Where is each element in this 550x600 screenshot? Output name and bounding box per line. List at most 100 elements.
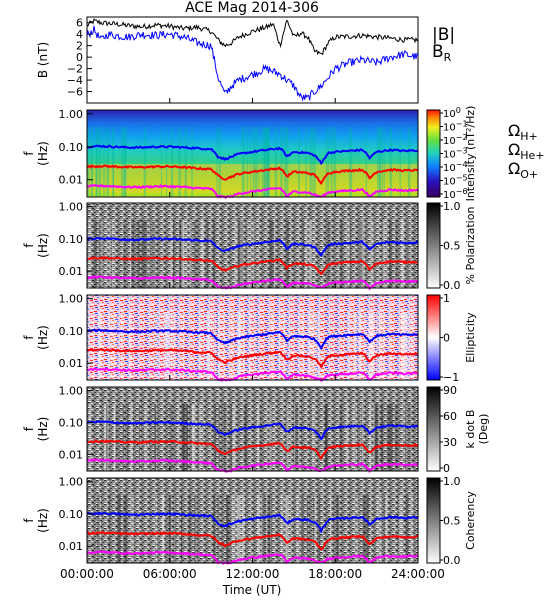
field-ytick-label: −4 xyxy=(67,74,83,87)
kdotb-streak xyxy=(104,403,107,471)
coherency-streak xyxy=(119,495,121,563)
ellipticity-streak xyxy=(92,312,95,380)
intensity-streak xyxy=(267,127,270,197)
polarization-streak xyxy=(406,220,410,288)
intensity-cbtick-exp: −1 xyxy=(456,120,468,129)
ellipticity-streak xyxy=(403,312,407,380)
kdotb-streak xyxy=(386,403,389,471)
polarization-ylabel-unit: (Hz) xyxy=(36,233,50,258)
kdotb-ylabel-unit: (Hz) xyxy=(36,417,50,442)
intensity-cbtick-label: 100 xyxy=(443,106,461,120)
polarization-streak xyxy=(305,220,307,288)
ellipticity-streak xyxy=(382,312,386,380)
coherency-ylabel-f: f xyxy=(22,518,36,523)
coherency-line-h xyxy=(86,511,419,534)
ellipticity-streak xyxy=(298,312,300,380)
polarization-streak xyxy=(347,220,351,288)
polarization-streak xyxy=(180,220,183,288)
kdotb-streak xyxy=(192,403,195,471)
coherency-colorbar-label: Coherency xyxy=(464,491,477,550)
kdotb-colorbar-label: (Deg) xyxy=(477,414,490,445)
ellipticity-cbtick-label: −1 xyxy=(443,371,459,384)
ellipticity-streak xyxy=(214,312,217,380)
intensity-streak xyxy=(243,127,245,197)
coherency-streak xyxy=(237,495,240,563)
chart-title: ACE Mag 2014-306 xyxy=(185,0,319,16)
coherency-streak xyxy=(117,495,120,563)
intensity-ytick-label: 1.00 xyxy=(59,108,84,121)
polarization-streak xyxy=(108,220,111,288)
intensity-streak xyxy=(263,127,266,197)
polarization-streak xyxy=(98,220,101,288)
kdotb-ytick-label: 0.01 xyxy=(59,448,84,461)
polarization-streak xyxy=(88,220,91,288)
coherency-line-he xyxy=(86,531,419,551)
ellipticity-streak xyxy=(121,312,124,380)
ellipticity-streak xyxy=(231,312,234,380)
ellipticity-cbtick-label: 1 xyxy=(443,292,450,305)
coherency-streak xyxy=(411,495,414,563)
polarization-streak xyxy=(400,220,403,288)
intensity-streak xyxy=(261,127,265,197)
ellipticity-streak xyxy=(170,312,173,380)
ellipticity-streak xyxy=(371,312,375,380)
ellipticity-streak xyxy=(206,312,210,380)
legend-omega-sub: O+ xyxy=(520,168,538,181)
kdotb-colorbar xyxy=(426,386,441,472)
kdotb-ytick-label: 1.00 xyxy=(59,385,84,398)
coherency-streak xyxy=(399,495,402,563)
kdotb-line-he xyxy=(86,439,419,461)
ellipticity-streak xyxy=(371,312,373,380)
polarization-streak xyxy=(407,220,410,288)
polarization-streak xyxy=(99,220,103,288)
ellipticity-streak xyxy=(206,312,209,380)
xtick-label: 24:00:00 xyxy=(391,567,445,581)
polarization-streak xyxy=(349,220,352,288)
intensity-cbtick-exp: −3 xyxy=(456,147,468,156)
kdotb-streak xyxy=(185,403,188,471)
intensity-streak xyxy=(264,127,267,197)
coherency-streak xyxy=(285,495,289,563)
ellipticity-streak xyxy=(113,312,117,380)
intensity-ylabel-f: f xyxy=(22,151,36,156)
ellipticity-streak xyxy=(410,312,414,380)
kdotb-streak xyxy=(106,403,109,471)
polarization-line-he xyxy=(87,255,419,276)
ellipticity-streak xyxy=(166,312,169,380)
ellipticity-streak xyxy=(208,312,210,380)
series-line-radial-field xyxy=(86,25,419,102)
intensity-streak xyxy=(246,127,249,197)
intensity-streak xyxy=(379,127,382,197)
ellipticity-streak xyxy=(359,312,362,380)
ellipticity-streak xyxy=(353,312,357,380)
intensity-line-he xyxy=(86,164,419,186)
field-ylabel: B (nT) xyxy=(36,42,50,78)
xtick-label: 06:00:00 xyxy=(143,567,197,581)
kdotb-streak xyxy=(394,403,398,471)
intensity-streak xyxy=(249,127,252,197)
coherency-streak xyxy=(195,495,197,563)
polarization-streak xyxy=(212,220,215,288)
polarization-streak xyxy=(152,220,155,288)
ellipticity-streak xyxy=(97,312,101,380)
ellipticity-streak xyxy=(301,312,305,380)
xtick-label: 12:00:00 xyxy=(226,567,280,581)
polarization-streak xyxy=(252,220,255,288)
polarization-streak xyxy=(247,220,249,288)
intensity-line-h xyxy=(86,144,419,166)
coherency-streak xyxy=(300,495,304,563)
coherency-colorbar xyxy=(426,477,441,564)
kdotb-streak xyxy=(232,403,236,471)
coherency-streak xyxy=(193,495,197,563)
kdotb-streak xyxy=(186,403,188,471)
coherency-streak xyxy=(238,495,241,563)
coherency-streak xyxy=(123,495,125,563)
intensity-streak xyxy=(313,127,316,197)
ellipticity-streak xyxy=(311,312,315,380)
polarization-streak xyxy=(286,220,290,288)
kdotb-streak xyxy=(286,403,289,471)
kdotb-streak xyxy=(360,403,364,471)
polarization-cbtick-label: 0.0 xyxy=(443,279,461,292)
kdotb-streak xyxy=(324,403,328,471)
